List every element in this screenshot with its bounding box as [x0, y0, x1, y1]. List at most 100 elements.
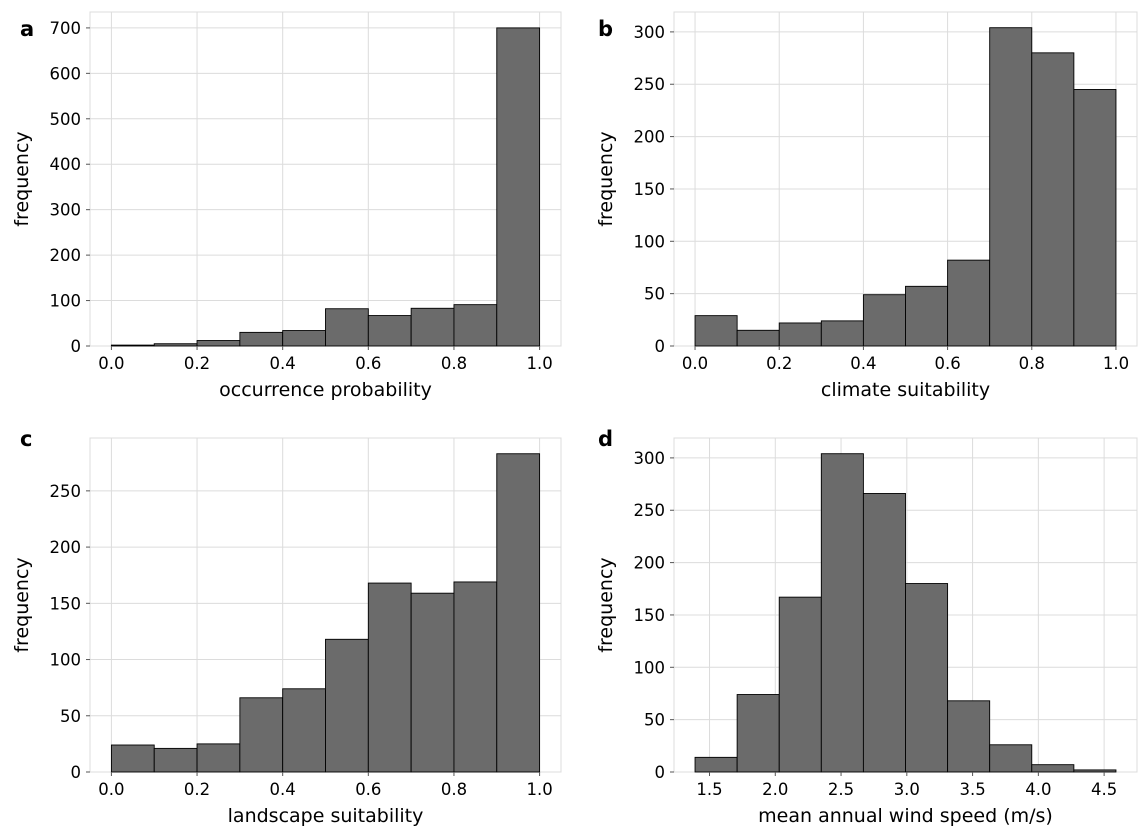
- histogram-bar: [453, 304, 498, 347]
- histogram-bar: [1031, 52, 1075, 347]
- histogram-bar: [410, 592, 455, 773]
- histogram-panel-a: 0.0 0.2 0.4 0.6 0.8 1.0 0 100 200 300 400 500 600 700…: [11, 11, 562, 401]
- x-tick-label: 1.0: [526, 354, 552, 373]
- y-tick-label: 0: [71, 337, 82, 356]
- histogram-bar: [862, 493, 906, 773]
- y-tick-label: 100: [634, 658, 666, 677]
- y-tick-label: 250: [50, 482, 82, 501]
- y-axis-label: frequency: [11, 131, 33, 226]
- histogram-bar: [196, 340, 241, 347]
- y-tick-label: 0: [71, 763, 82, 782]
- x-axis-label: occurrence probability: [219, 379, 432, 401]
- histogram-bar: [153, 747, 198, 773]
- x-tick-label: 0.8: [441, 354, 467, 373]
- y-tick-label: 400: [50, 155, 82, 174]
- x-tick-label: 3.0: [894, 780, 920, 799]
- x-tick-label: 0.0: [98, 354, 124, 373]
- histogram-panel-b: 0.0 0.2 0.4 0.6 0.8 1.0 0 50 100 150 200 250 300 clim…: [595, 11, 1138, 401]
- x-tick-label: 4.0: [1025, 780, 1051, 799]
- histogram-bar: [153, 343, 198, 347]
- x-tick-label: 2.0: [762, 780, 788, 799]
- histogram-bar: [410, 307, 455, 347]
- y-tick-label: 150: [634, 606, 666, 625]
- histogram-bar: [325, 308, 369, 347]
- y-tick-label: 300: [634, 23, 666, 42]
- y-tick-label: 700: [50, 19, 82, 38]
- x-tick-label: 0.4: [270, 354, 296, 373]
- y-tick-label: 300: [634, 449, 666, 468]
- panel-letter: a: [20, 17, 34, 41]
- y-axis-label: frequency: [595, 557, 617, 652]
- plot-frame: [89, 11, 562, 347]
- x-tick-label: 0.4: [850, 354, 876, 373]
- x-axis-label: climate suitability: [821, 379, 990, 401]
- y-tick-label: 200: [50, 246, 82, 265]
- histogram-bar: [694, 756, 738, 773]
- histogram-bar: [778, 322, 822, 347]
- y-tick-label: 100: [50, 651, 82, 670]
- y-tick-label: 250: [634, 75, 666, 94]
- histogram-bar: [736, 329, 780, 347]
- x-axis-label: mean annual wind speed (m/s): [758, 805, 1053, 827]
- y-tick-label: 50: [644, 285, 665, 304]
- x-tick-label: 1.5: [696, 780, 722, 799]
- histogram-bar: [862, 294, 906, 347]
- x-tick-label: 0.0: [682, 354, 708, 373]
- x-tick-label: 4.5: [1091, 780, 1117, 799]
- histogram-bar: [778, 596, 822, 773]
- x-tick-label: 2.5: [828, 780, 854, 799]
- y-tick-label: 50: [60, 707, 81, 726]
- histogram-bar: [820, 453, 864, 773]
- histogram-bar: [325, 638, 369, 773]
- histogram-bar: [694, 315, 738, 347]
- y-tick-label: 500: [50, 110, 82, 129]
- histogram-bar: [820, 320, 864, 347]
- histogram-panel-d: 1.5 2.0 2.5 3.0 3.5 4.0 4.5 0 50 100 150 200 250 300 m…: [595, 427, 1138, 827]
- y-axis-label: frequency: [11, 557, 33, 652]
- histogram-bar: [496, 27, 541, 347]
- x-tick-label: 0.4: [270, 780, 296, 799]
- histogram-bar: [989, 27, 1033, 347]
- x-tick-label: 0.8: [1019, 354, 1045, 373]
- histogram-bar: [736, 694, 780, 773]
- x-tick-label: 0.0: [98, 780, 124, 799]
- histogram-bar: [367, 315, 412, 347]
- panel-letter: d: [598, 427, 613, 451]
- histogram-bar: [989, 744, 1033, 773]
- histogram-bar: [196, 743, 241, 773]
- y-tick-label: 0: [655, 763, 666, 782]
- histogram-bar: [282, 330, 326, 347]
- y-tick-label: 100: [50, 292, 82, 311]
- x-tick-label: 0.2: [184, 780, 210, 799]
- histogram-bar: [905, 583, 949, 773]
- y-tick-label: 50: [644, 711, 665, 730]
- histogram-bar: [239, 697, 284, 773]
- x-tick-label: 3.5: [959, 780, 985, 799]
- y-axis-label: frequency: [595, 131, 617, 226]
- x-tick-label: 0.6: [355, 780, 381, 799]
- x-axis-label: landscape suitability: [228, 805, 424, 827]
- histogram-bar: [453, 581, 498, 773]
- x-tick-label: 0.2: [184, 354, 210, 373]
- x-tick-label: 0.8: [441, 780, 467, 799]
- y-tick-label: 100: [634, 232, 666, 251]
- x-tick-label: 0.6: [934, 354, 960, 373]
- histogram-bar: [1073, 769, 1117, 773]
- histogram-bar: [905, 285, 949, 347]
- y-tick-label: 200: [50, 538, 82, 557]
- histogram-bar: [496, 453, 541, 773]
- y-tick-label: 0: [655, 337, 666, 356]
- panel-letter: b: [598, 17, 613, 41]
- histogram-bar: [947, 700, 991, 773]
- histogram-bar: [1031, 764, 1075, 773]
- x-tick-label: 1.0: [1103, 354, 1129, 373]
- y-tick-label: 250: [634, 501, 666, 520]
- y-tick-label: 150: [634, 180, 666, 199]
- y-tick-label: 150: [50, 594, 82, 613]
- histogram-bar: [947, 259, 991, 347]
- histogram-panel-c: 0.0 0.2 0.4 0.6 0.8 1.0 0 50 100 150 200 250 landsca…: [11, 427, 562, 827]
- y-tick-label: 200: [634, 128, 666, 147]
- histogram-bar: [1073, 89, 1117, 347]
- panel-letter: c: [20, 427, 32, 451]
